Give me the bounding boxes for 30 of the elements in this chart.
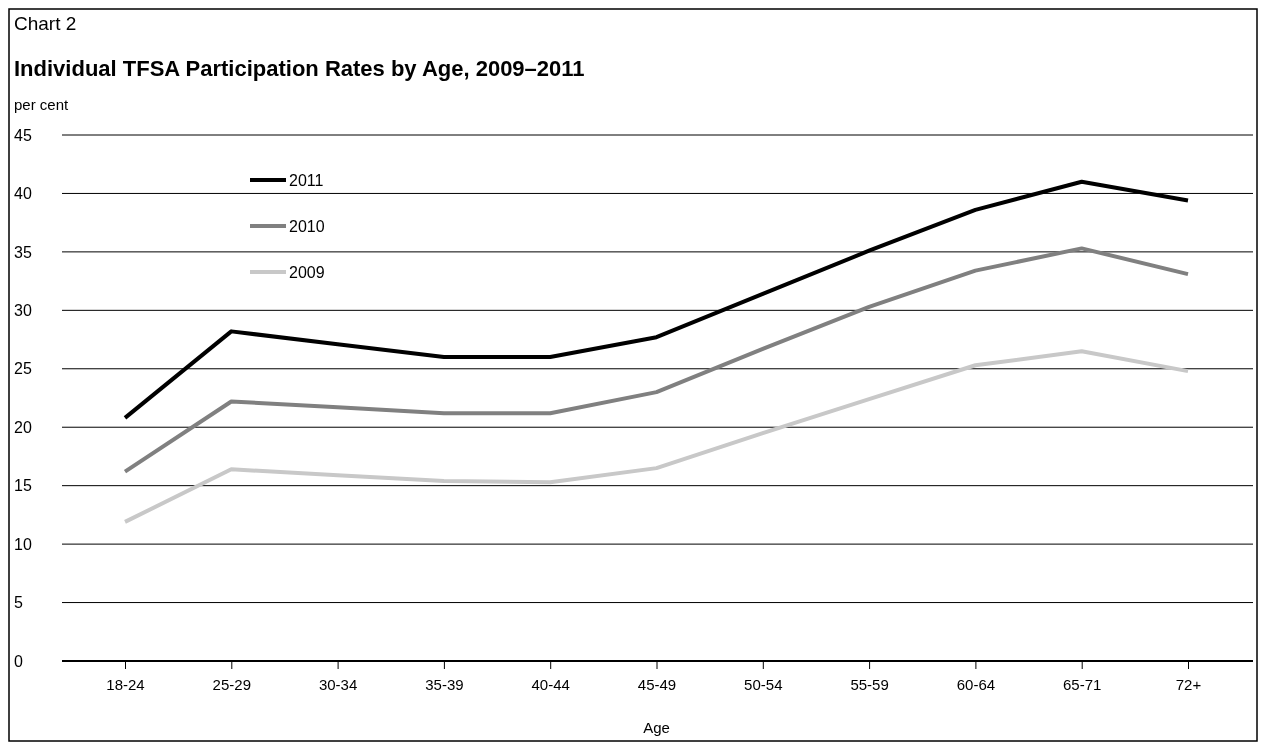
x-tick-label: 40-44 (531, 675, 570, 693)
y-tick-label: 45 (14, 126, 32, 144)
legend-label: 2010 (289, 218, 325, 235)
line-series (123, 349, 1190, 524)
x-tick-label: 30-34 (318, 675, 358, 693)
y-tick-label: 0 (14, 652, 23, 670)
y-tick-label: 5 (14, 594, 23, 612)
x-tick-label: 65-71 (1063, 675, 1102, 693)
x-tick-label: 50-54 (744, 675, 783, 693)
chart-title: Individual TFSA Participation Rates by Age, 2009–2011 (14, 56, 585, 81)
x-tick-label: 45-49 (637, 675, 677, 693)
legend-label: 2011 (289, 172, 324, 189)
legend-label: 2009 (289, 264, 325, 281)
caption: Chart 2 (14, 13, 77, 34)
x-tick-label: 25-29 (212, 675, 251, 693)
y-tick-label: 10 (14, 535, 32, 553)
x-tick-label: 35-39 (425, 675, 464, 693)
x-tick-label: 55-59 (850, 675, 889, 693)
y-tick-label: 25 (14, 360, 32, 378)
x-tick-label: 18-24 (106, 675, 145, 693)
y-axis-title: per cent (14, 96, 70, 113)
y-tick-label: 40 (14, 185, 32, 203)
y-tick-label: 20 (14, 418, 32, 436)
y-tick-label: 30 (14, 301, 32, 319)
x-tick-label: 60-64 (956, 675, 996, 693)
y-tick-label: 15 (14, 477, 32, 495)
y-tick-label: 35 (14, 243, 32, 261)
x-axis-title: Age (643, 719, 670, 736)
line-series (123, 246, 1190, 474)
x-tick-label: 72+ (1175, 675, 1202, 693)
